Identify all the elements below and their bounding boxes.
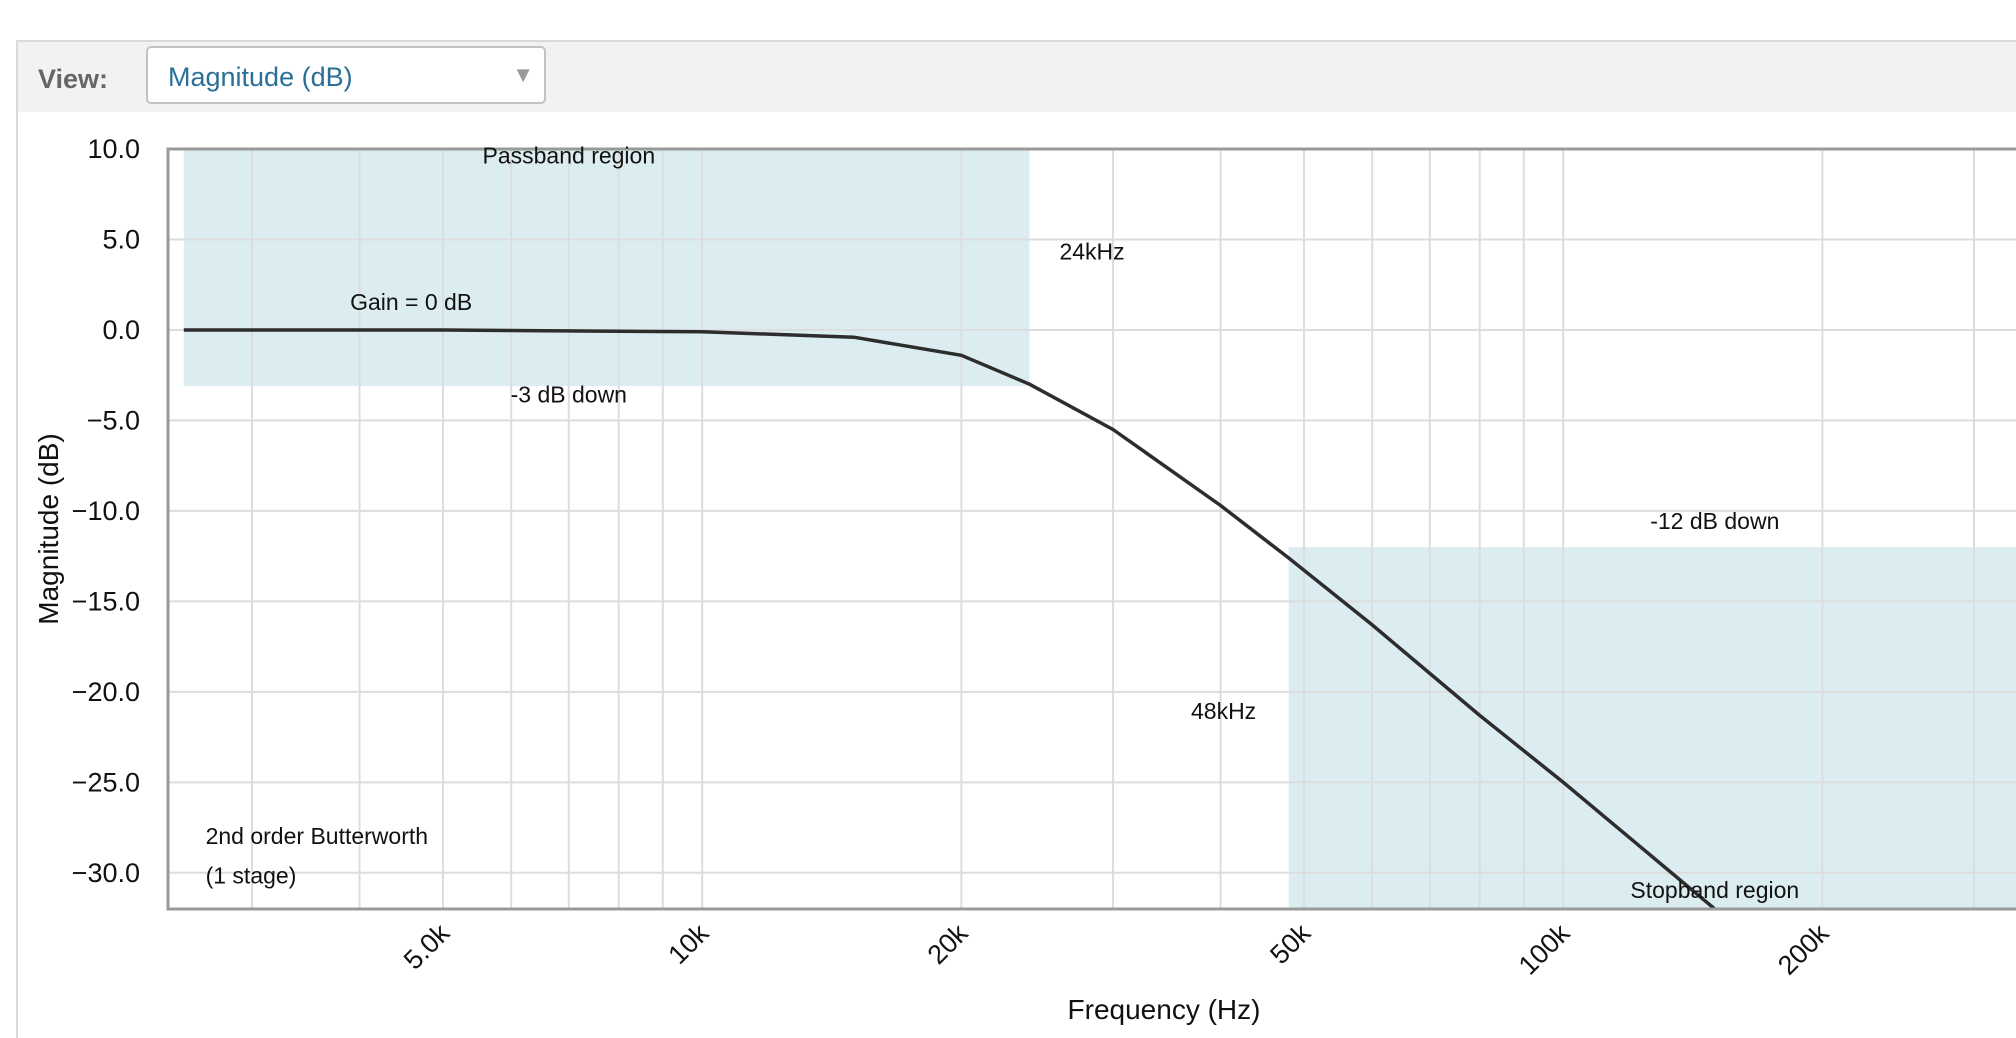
- x-tick-label: 5.0k: [398, 918, 456, 976]
- view-select-value: Magnitude (dB): [168, 62, 353, 92]
- x-axis-label: Frequency (Hz): [1068, 994, 1261, 1025]
- x-tick-label: 20k: [922, 918, 974, 970]
- y-tick-label: 5.0: [102, 224, 140, 254]
- y-tick-label: −15.0: [72, 586, 140, 616]
- x-tick-label: 50k: [1264, 918, 1316, 970]
- y-axis-label: Magnitude (dB): [33, 433, 64, 624]
- y-tick-label: −10.0: [72, 496, 140, 526]
- chart-annotation: 48kHz: [1191, 698, 1256, 724]
- passband-region: [183, 149, 1030, 387]
- x-tick-label: 100k: [1513, 918, 1576, 981]
- chart-annotation: Passband region: [483, 142, 656, 168]
- view-select[interactable]: Magnitude (dB) ▼: [146, 46, 546, 104]
- chart-annotation: -3 dB down: [511, 381, 627, 407]
- y-tick-label: 0.0: [102, 315, 140, 345]
- y-tick-label: −30.0: [72, 858, 140, 888]
- view-label: View:: [38, 64, 109, 94]
- chart-annotation: 24kHz: [1059, 238, 1124, 264]
- y-tick-label: 10.0: [87, 134, 140, 164]
- chart-annotation: (1 stage): [206, 863, 297, 889]
- plot-frame: [166, 147, 2016, 911]
- y-tick-label: −20.0: [72, 677, 140, 707]
- stopband-region: [1288, 547, 2016, 909]
- chevron-down-icon: ▼: [512, 62, 534, 87]
- x-tick-label: 200k: [1772, 918, 1835, 981]
- chart-annotation: Stopband region: [1630, 877, 1799, 903]
- y-tick-label: −5.0: [87, 405, 140, 435]
- y-tick-label: −25.0: [72, 767, 140, 797]
- chart-annotation: -12 dB down: [1650, 508, 1779, 534]
- magnitude-response-line: [183, 328, 1716, 909]
- chart-annotation: 2nd order Butterworth: [206, 823, 428, 849]
- chart-annotation: Gain = 0 dB: [350, 289, 472, 315]
- x-tick-label: 10k: [662, 918, 714, 970]
- view-toolbar: View: Magnitude (dB) ▼: [18, 42, 2016, 112]
